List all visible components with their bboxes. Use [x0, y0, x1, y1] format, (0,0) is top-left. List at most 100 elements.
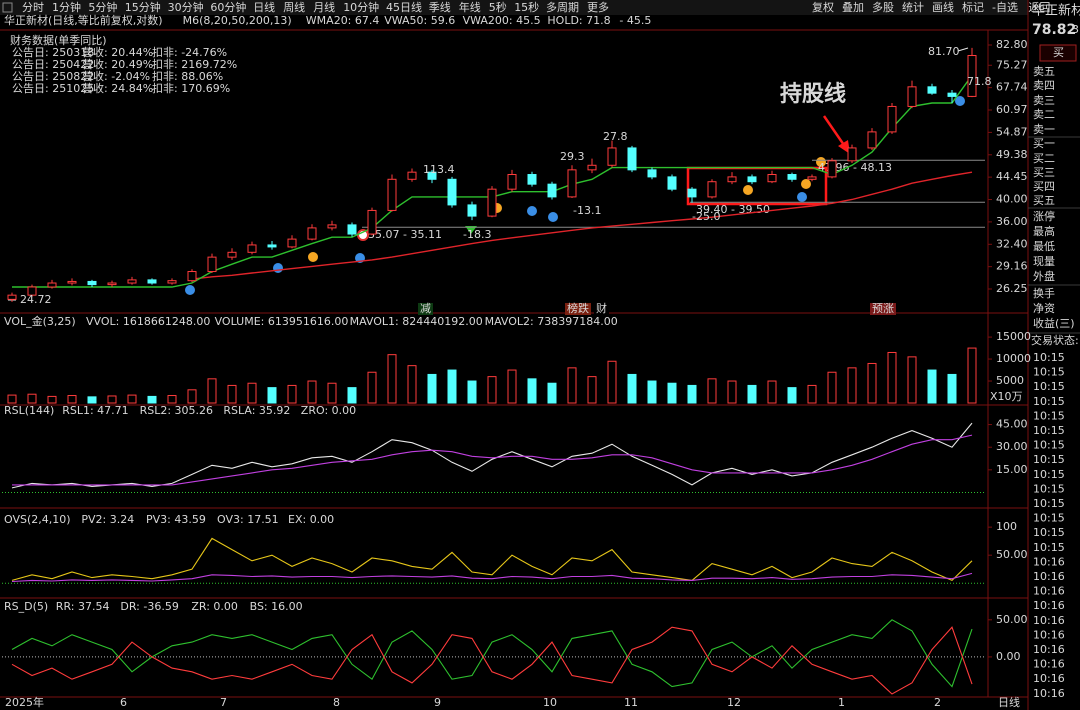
toolbar-item[interactable]: 60分钟	[210, 0, 246, 14]
volume-bar	[7, 394, 17, 404]
trade-time: 10:15	[1033, 482, 1065, 495]
toolbar-item[interactable]: 画线	[932, 0, 954, 14]
toolbar-item[interactable]: 15分钟	[125, 0, 161, 14]
toolbar-item[interactable]: 返回	[1028, 1, 1050, 14]
event-badge	[870, 303, 896, 315]
panel-header: MAVOL1: 824440192.00	[350, 315, 483, 328]
signal-icon	[527, 206, 537, 216]
quote-label: 卖四	[1033, 79, 1055, 92]
panel-header: VVOL: 1618661248.00	[86, 315, 210, 328]
y-tick-label: 67.74	[996, 81, 1028, 94]
candle-body	[767, 174, 777, 183]
panel-header: OV3: 17.51	[217, 513, 279, 526]
volume-bar	[127, 394, 137, 404]
level-label: 35.07 - 35.11	[368, 228, 442, 241]
quote-label: 卖三	[1033, 94, 1055, 107]
candle-body	[807, 176, 817, 180]
toolbar-item[interactable]: 年线	[459, 0, 481, 14]
volume-bar	[527, 378, 537, 404]
toolbar-item[interactable]: 分时	[22, 1, 44, 14]
unit-label: X10万	[990, 390, 1023, 403]
y-tick-label: 54.87	[996, 125, 1028, 138]
quote-label: 买三	[1033, 166, 1055, 179]
toolbar-item[interactable]: 45日线	[386, 0, 422, 14]
y-tick-label: 100	[996, 520, 1017, 533]
panel-header: RSL2: 305.26	[140, 404, 213, 417]
volume-bar	[407, 365, 417, 404]
toolbar-item[interactable]: 更多	[587, 0, 609, 14]
indicator-line	[11, 537, 973, 582]
volume-bar	[427, 373, 437, 404]
panel-header: OVS(2,4,10)	[4, 513, 71, 526]
volume-bar	[807, 384, 817, 404]
panel-header: RSL(144)	[4, 404, 54, 417]
trade-time: 10:15	[1033, 439, 1065, 452]
finance-title: 财务数据(单季同比)	[10, 33, 107, 47]
trade-time: 10:15	[1033, 497, 1065, 510]
buy-label[interactable]: 买	[1053, 46, 1064, 59]
panel-header: RR: 37.54	[56, 600, 110, 613]
toolbar-item[interactable]: 1分钟	[52, 0, 81, 14]
panel-header: ZRO: 0.00	[301, 404, 356, 417]
quote-label: 收益(三)	[1033, 316, 1075, 330]
toolbar-item[interactable]: 复权	[812, 0, 834, 14]
x-label: 1	[838, 696, 845, 709]
toolbar-item[interactable]: 多周期	[546, 0, 579, 14]
toolbar-item[interactable]: 周线	[283, 0, 305, 14]
toolbar-item[interactable]: 15秒	[514, 0, 539, 14]
trade-time: 10:15	[1033, 424, 1065, 437]
quote-label: 最高	[1033, 224, 1055, 238]
finance-cell: 扣非: -24.76%	[152, 45, 227, 59]
quote-label: 最低	[1033, 240, 1055, 253]
y-tick-label: 29.16	[996, 260, 1028, 273]
x-label: 10	[543, 696, 557, 709]
candle-body	[307, 227, 317, 240]
volume-bar	[727, 380, 737, 404]
candle-body	[867, 131, 877, 149]
quote-label: 换手	[1033, 286, 1055, 300]
candle-body	[87, 280, 97, 286]
volume-bar	[307, 380, 317, 404]
volume-bar	[567, 367, 577, 404]
x-label: 2	[934, 696, 941, 709]
panel-header: DR: -36.59	[120, 600, 178, 613]
toolbar-item[interactable]: 10分钟	[343, 0, 379, 14]
annotation: 24.72	[20, 293, 52, 306]
toolbar-item[interactable]: 标记	[962, 0, 984, 14]
volume-bar	[747, 384, 757, 404]
toolbar-item[interactable]: 日线	[253, 0, 275, 14]
toolbar-item[interactable]: 5秒	[489, 0, 507, 14]
buy-button[interactable]	[1039, 44, 1077, 62]
toolbar-item[interactable]: 统计	[902, 1, 924, 14]
volume-bar	[87, 396, 97, 404]
chart-title: 华正新材(日线,等比前复权,对数)	[4, 13, 163, 27]
legend-entry: VWA200: 45.5	[463, 14, 541, 27]
toolbar-item[interactable]: 5分钟	[88, 0, 117, 14]
signal-icon	[185, 285, 195, 295]
toolbar-item[interactable]: 季线	[429, 0, 451, 14]
signal-icon	[797, 192, 807, 202]
toolbar-item[interactable]: -自选	[992, 1, 1018, 14]
trade-time: 10:16	[1033, 672, 1065, 685]
trade-time: 10:16	[1033, 643, 1065, 656]
candle-body	[107, 282, 117, 286]
y-tick-label: 30.00	[996, 440, 1028, 453]
panel-header: RSLA: 35.92	[223, 404, 290, 417]
y-tick-label: 50.00	[996, 613, 1028, 626]
candle-body	[147, 279, 157, 284]
toolbar-item[interactable]: 叠加	[842, 1, 864, 14]
event-label: 榜跌	[567, 301, 589, 315]
toolbar-item[interactable]: 月线	[313, 0, 335, 14]
candle-body	[907, 86, 917, 107]
candle-body	[947, 92, 957, 97]
candle-body	[27, 286, 37, 296]
volume-bar	[147, 395, 157, 404]
toolbar-item[interactable]: 30分钟	[168, 0, 204, 14]
toolbar-item[interactable]: 多股	[872, 0, 894, 14]
signal-icon	[955, 96, 965, 106]
trade-time: 10:15	[1033, 366, 1065, 379]
quote-label: 净资	[1033, 301, 1055, 315]
annotation: -18.3	[463, 228, 491, 241]
candle-body	[507, 174, 517, 190]
